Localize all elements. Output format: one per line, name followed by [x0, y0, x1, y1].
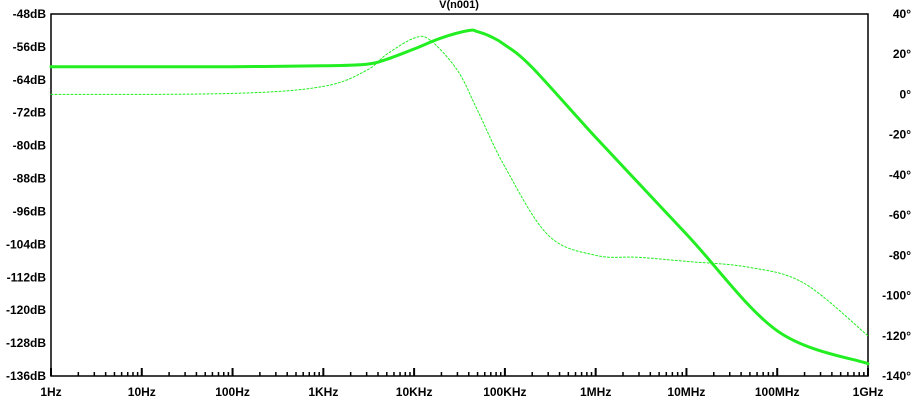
x-tick-label: 1Hz	[40, 385, 61, 399]
x-tick-label: 100Hz	[215, 385, 250, 399]
x-tick-label: 10Hz	[128, 385, 156, 399]
left-tick-label: -64dB	[13, 73, 47, 87]
left-tick-label: -120dB	[6, 303, 46, 317]
x-tick-label: 10MHz	[667, 385, 705, 399]
plot-frame	[50, 13, 869, 377]
magnitude-series-line	[49, 28, 870, 366]
left-tick-label: -72dB	[13, 106, 47, 120]
chart-title: V(n001)	[439, 0, 479, 11]
right-tick-label: 40°	[893, 7, 911, 21]
right-tick-label: -140°	[882, 369, 911, 383]
phase-series-line	[50, 35, 869, 337]
x-tick-label: 100MHz	[755, 385, 800, 399]
x-tick-label: 1MHz	[580, 385, 611, 399]
left-tick-label: -88dB	[13, 172, 47, 186]
right-axis-tick-labels: 40° 20° 0° -20° -40° -60° -80° -100° -120° -140°	[882, 7, 911, 383]
left-tick-label: -96dB	[13, 204, 47, 218]
left-tick-label: -104dB	[6, 237, 46, 251]
x-axis-tick-labels: 1Hz 10Hz 100Hz 1KHz 10KHz 100KHz 1MHz 10MHz 100M…	[40, 385, 883, 399]
series-group	[49, 28, 870, 366]
x-tick-label: 1GHz	[853, 385, 884, 399]
right-tick-label: -80°	[889, 248, 911, 262]
x-tick-label: 10KHz	[396, 385, 433, 399]
right-tick-label: -20°	[889, 128, 911, 142]
left-tick-label: -112dB	[7, 270, 47, 284]
left-tick-label: -56dB	[13, 40, 47, 54]
right-tick-label: -120°	[882, 329, 911, 343]
x-tick-label: 1KHz	[308, 385, 338, 399]
right-tick-label: -100°	[882, 289, 911, 303]
left-axis-tick-labels: -48dB -56dB -64dB -72dB -80dB -88dB -96dB -104d…	[6, 7, 46, 383]
left-tick-label: -128dB	[6, 336, 46, 350]
right-tick-label: 0°	[900, 87, 912, 101]
right-tick-label: -60°	[889, 208, 911, 222]
right-tick-label: -40°	[889, 168, 911, 182]
x-tick-label: 100KHz	[483, 385, 526, 399]
left-tick-label: -48dB	[13, 7, 47, 21]
left-tick-label: -80dB	[13, 139, 47, 153]
right-tick-label: 20°	[893, 47, 911, 61]
left-tick-label: -136dB	[6, 369, 46, 383]
x-axis-ticks	[50, 368, 869, 376]
